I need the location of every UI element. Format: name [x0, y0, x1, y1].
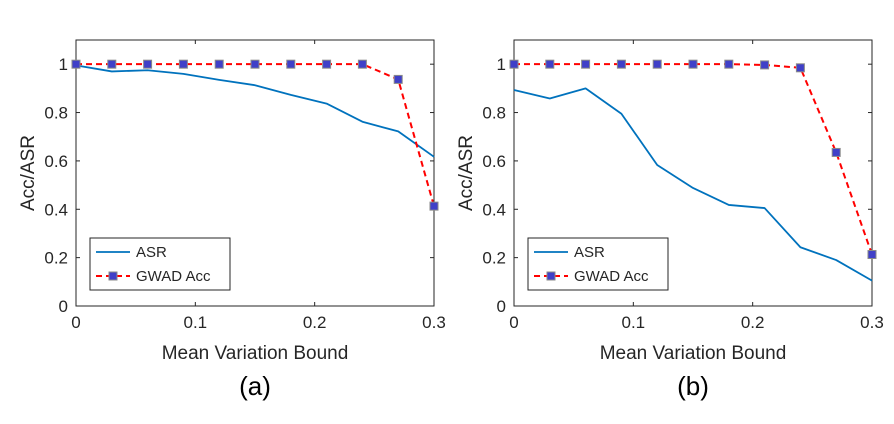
chart-panel-a: 0 0.1 0.2 0.3 0 0.2 0.4 0.6 0.8 1 Mean Variation B…	[18, 39, 446, 401]
y-tick-label: 0.4	[44, 200, 68, 219]
y-tick-label: 0.4	[482, 200, 506, 219]
gwad-acc-marker	[509, 59, 519, 69]
y-tick-label: 0	[59, 297, 68, 316]
panel-caption: (b)	[677, 371, 709, 401]
gwad-acc-marker	[357, 59, 367, 69]
y-axis-label: Acc/ASR	[456, 135, 477, 211]
gwad-acc-marker	[760, 60, 770, 70]
gwad-acc-marker	[545, 59, 555, 69]
gwad-acc-marker	[71, 59, 81, 69]
gwad-acc-marker	[393, 74, 403, 84]
legend-label-asr: ASR	[574, 244, 605, 261]
y-tick-label: 0.6	[482, 152, 506, 171]
x-axis-label: Mean Variation Bound	[162, 343, 349, 364]
y-axis-label: Acc/ASR	[18, 135, 39, 211]
x-tick-label: 0.3	[422, 313, 446, 332]
legend-box	[89, 237, 231, 291]
gwad-acc-marker	[322, 59, 332, 69]
gwad-acc-marker	[831, 147, 841, 157]
y-tick-label: 0.2	[44, 249, 68, 268]
x-tick-label: 0	[509, 313, 518, 332]
chart-panel-b: 0 0.1 0.2 0.3 0 0.2 0.4 0.6 0.8 1 Mean Variation B…	[456, 39, 884, 401]
legend: ASR GWAD Acc	[527, 237, 669, 291]
y-tick-label: 0.8	[44, 104, 68, 123]
gwad-acc-marker	[107, 59, 117, 69]
gwad-acc-marker	[688, 59, 698, 69]
y-tick-label: 0.8	[482, 104, 506, 123]
y-tick-label: 1	[497, 55, 506, 74]
asr-line	[75, 64, 435, 158]
legend: ASR GWAD Acc	[89, 237, 231, 291]
legend-label-gwad-acc: GWAD Acc	[136, 268, 211, 285]
legend-label-asr: ASR	[136, 244, 167, 261]
y-tick-label: 0.2	[482, 249, 506, 268]
x-tick-label: 0.1	[622, 313, 646, 332]
gwad-acc-marker	[652, 59, 662, 69]
x-tick-label: 0	[71, 313, 80, 332]
y-tick-label: 0.6	[44, 152, 68, 171]
gwad-acc-marker	[214, 59, 224, 69]
x-tick-label: 0.2	[741, 313, 765, 332]
asr-line	[513, 87, 873, 282]
gwad-acc-marker	[286, 59, 296, 69]
gwad-acc-marker	[616, 59, 626, 69]
gwad-acc-marker	[724, 59, 734, 69]
gwad-acc-marker	[178, 59, 188, 69]
gwad-acc-marker	[867, 249, 877, 259]
gwad-acc-marker	[429, 201, 439, 211]
gwad-acc-marker	[581, 59, 591, 69]
legend-label-gwad-acc: GWAD Acc	[574, 268, 649, 285]
x-tick-label: 0.2	[303, 313, 327, 332]
gwad-acc-marker	[143, 59, 153, 69]
y-tick-label: 1	[59, 55, 68, 74]
y-tick-label: 0	[497, 297, 506, 316]
gwad-acc-marker	[795, 63, 805, 73]
x-axis-label: Mean Variation Bound	[600, 343, 787, 364]
gwad-acc-marker	[250, 59, 260, 69]
legend-marker-gwad-acc	[108, 271, 118, 281]
x-tick-label: 0.1	[184, 313, 208, 332]
legend-marker-gwad-acc	[546, 271, 556, 281]
legend-box	[527, 237, 669, 291]
x-tick-label: 0.3	[860, 313, 884, 332]
panel-caption: (a)	[239, 371, 271, 401]
